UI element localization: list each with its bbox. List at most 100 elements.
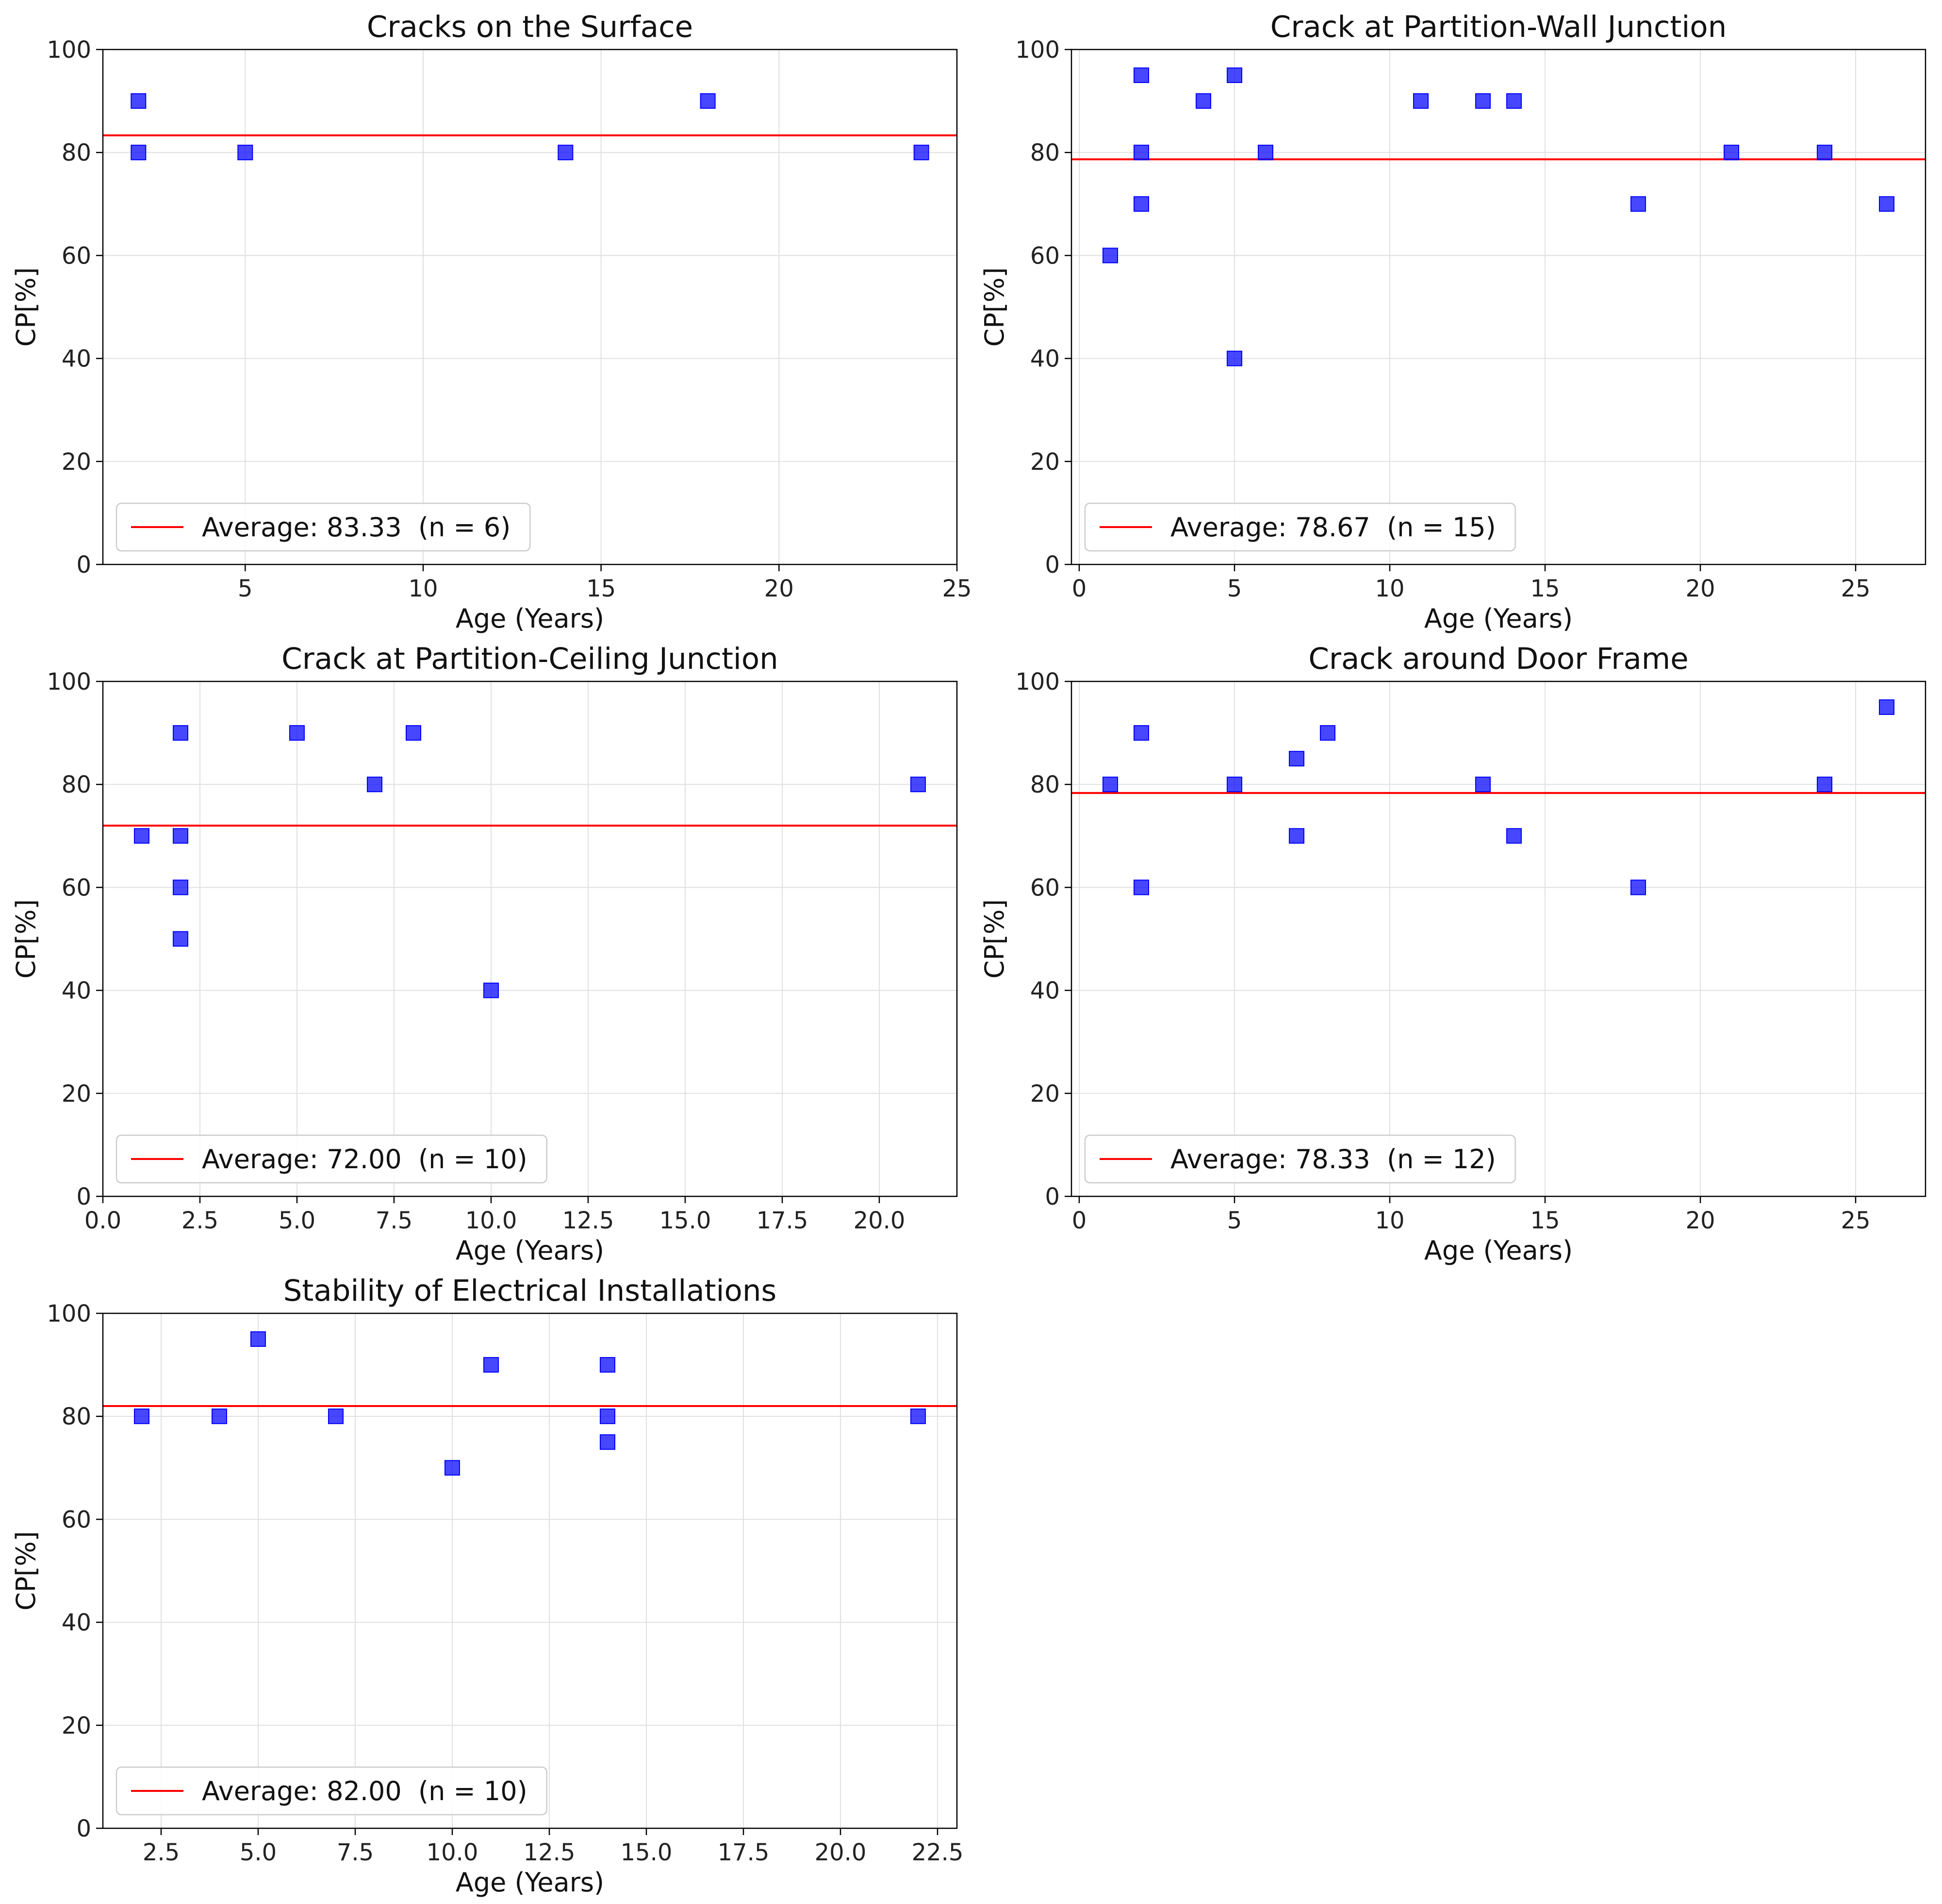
legend: Average: 78.67 (n = 15): [1084, 502, 1516, 552]
x-tick-label: 5.0: [240, 1839, 277, 1866]
x-tick-label: 12.5: [562, 1207, 614, 1234]
x-tick-label: 22.5: [912, 1839, 964, 1866]
x-tick-label: 10.0: [465, 1207, 517, 1234]
chart-title: Stability of Electrical Installations: [283, 1274, 777, 1308]
data-point: [1289, 828, 1304, 844]
data-point: [1630, 879, 1646, 895]
data-point: [1879, 699, 1894, 715]
y-tick-label: 40: [1030, 346, 1060, 373]
x-tick-label: 15: [1530, 575, 1560, 602]
data-point: [1196, 93, 1211, 109]
data-point: [1817, 145, 1832, 161]
data-point: [289, 725, 305, 741]
x-tick-label: 7.5: [376, 1207, 412, 1234]
data-point: [250, 1331, 266, 1347]
x-tick-label: 5: [1227, 1207, 1242, 1234]
x-tick-label: 10.0: [427, 1839, 478, 1866]
legend-label: Average: 78.67 (n = 15): [1170, 512, 1496, 543]
data-point: [212, 1408, 227, 1424]
x-tick-label: 5: [1227, 575, 1242, 602]
data-point: [406, 725, 421, 741]
subplot-4: 0 5 10 15 20 25 0 20 40 60 80 100 Crack around Door …: [979, 642, 1926, 1266]
x-tick-label: 20: [1685, 1207, 1715, 1234]
y-tick-label: 100: [1015, 36, 1060, 64]
x-tick-label: 25: [942, 575, 971, 602]
x-tick-label: 20: [764, 575, 794, 602]
x-tick-label: 17.5: [757, 1207, 808, 1234]
axes-frame: [102, 680, 958, 1197]
x-tick-label: 5: [238, 575, 253, 602]
x-tick-label: 25: [1841, 1207, 1870, 1234]
x-tick-label: 12.5: [524, 1839, 576, 1866]
data-point: [600, 1357, 615, 1373]
x-axis-label: Age (Years): [456, 1235, 604, 1266]
legend-label: Average: 83.33 (n = 6): [202, 512, 510, 543]
x-tick-label: 0: [1072, 575, 1087, 602]
legend-label: Average: 72.00 (n = 10): [202, 1144, 527, 1175]
legend-box: [115, 502, 531, 552]
data-point: [1134, 879, 1149, 895]
data-point: [1630, 196, 1646, 212]
y-tick-label: 0: [76, 1815, 91, 1842]
data-point: [913, 145, 929, 161]
legend-label: Average: 78.33 (n = 12): [1170, 1144, 1496, 1175]
subplot-5: 2.5 5.0 7.5 10.0 12.5 15.0 17.5 20.0 22.5 0 20 40 60…: [11, 1274, 963, 1898]
y-tick-label: 80: [1030, 771, 1060, 798]
data-point: [1103, 248, 1118, 264]
chart-title: Crack at Partition-Wall Junction: [1270, 10, 1727, 44]
axes-frame: [102, 49, 958, 565]
data-point: [1134, 145, 1149, 161]
data-point: [134, 1408, 149, 1424]
y-axis-label: CP[%]: [11, 899, 41, 979]
legend-box: [115, 1766, 547, 1816]
data-point: [1227, 777, 1242, 793]
x-axis-label: Age (Years): [456, 603, 604, 634]
data-point: [1724, 145, 1739, 161]
x-tick-label: 15: [586, 575, 616, 602]
x-tick-label: 20.0: [854, 1207, 905, 1234]
y-tick-label: 60: [62, 1506, 91, 1533]
x-tick-label: 0.0: [84, 1207, 121, 1234]
data-point: [1475, 93, 1491, 109]
legend-box: [1084, 502, 1516, 552]
y-tick-label: 100: [47, 668, 91, 695]
legend-box: [115, 1134, 547, 1184]
axes-frame: [1070, 49, 1926, 565]
x-tick-label: 20.0: [815, 1839, 867, 1866]
plot-area: [103, 681, 957, 1196]
data-point: [1879, 196, 1894, 212]
plot-area: [1071, 681, 1926, 1196]
legend: Average: 82.00 (n = 10): [115, 1766, 547, 1816]
y-axis-label: CP[%]: [979, 267, 1010, 347]
x-axis-label: Age (Years): [1424, 603, 1573, 634]
x-tick-label: 5.0: [279, 1207, 315, 1234]
plot-area: [103, 1313, 957, 1828]
data-point: [237, 145, 253, 161]
x-tick-label: 10: [1375, 1207, 1404, 1234]
chart-title: Crack around Door Frame: [1308, 642, 1688, 676]
y-tick-label: 20: [1030, 448, 1060, 476]
legend: Average: 78.33 (n = 12): [1084, 1134, 1516, 1184]
data-point: [328, 1408, 344, 1424]
x-tick-label: 17.5: [718, 1839, 770, 1866]
data-point: [131, 93, 147, 109]
axes-frame: [102, 1312, 958, 1829]
data-point: [483, 982, 499, 998]
y-tick-label: 40: [1030, 977, 1060, 1005]
y-tick-label: 100: [47, 36, 91, 64]
x-tick-label: 2.5: [143, 1839, 180, 1866]
data-point: [483, 1357, 499, 1373]
y-tick-label: 20: [62, 448, 91, 476]
data-point: [700, 93, 716, 109]
data-point: [600, 1408, 615, 1424]
y-tick-label: 20: [1030, 1080, 1060, 1108]
x-tick-label: 15.0: [659, 1207, 711, 1234]
data-point: [1227, 350, 1242, 366]
legend: Average: 83.33 (n = 6): [115, 502, 531, 552]
y-tick-label: 80: [62, 1403, 91, 1430]
plot-area: [103, 50, 957, 564]
y-tick-label: 60: [62, 874, 91, 901]
chart-title: Crack at Partition-Ceiling Junction: [281, 642, 778, 676]
subplot-3: 0.0 2.5 5.0 7.5 10.0 12.5 15.0 17.5 20.0 0 20 40 60 8…: [11, 642, 958, 1266]
